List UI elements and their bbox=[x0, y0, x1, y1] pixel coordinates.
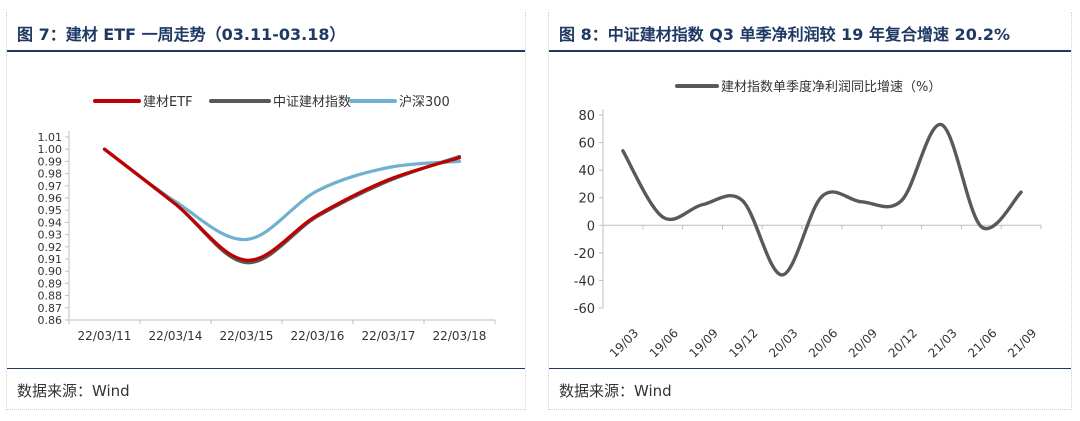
series-line-0 bbox=[102, 147, 462, 262]
y-tick-label: 80 bbox=[578, 109, 595, 124]
y-tick-label: 0.98 bbox=[38, 168, 63, 181]
x-tick-label: 19/03 bbox=[607, 326, 641, 360]
right-source-text: 数据来源：Wind bbox=[559, 382, 672, 400]
x-tick-label: 22/03/16 bbox=[291, 329, 345, 343]
y-tick-label: 0 bbox=[587, 219, 595, 234]
x-tick-label: 22/03/11 bbox=[78, 329, 132, 343]
y-tick-label: 0.87 bbox=[38, 302, 63, 315]
x-tick-label: 20/03 bbox=[766, 326, 800, 360]
left-line-chart: 建材ETF 中证建材指数 沪深300 0.860.870.880.890.900.91… bbox=[38, 94, 496, 343]
y-tick-label: 20 bbox=[578, 192, 595, 207]
y-tick-label: 0.89 bbox=[38, 277, 63, 290]
legend-label-2: 沪深300 bbox=[399, 94, 450, 110]
y-tick-label: -20 bbox=[574, 247, 595, 262]
legend-label: 建材指数单季度净利润同比增速（%） bbox=[721, 79, 941, 95]
y-tick-label: 1.00 bbox=[38, 143, 63, 156]
right-line-chart: 建材指数单季度净利润同比增速（%） -60 -40 -20 0 20 40 60 80 19/03… bbox=[574, 79, 1042, 360]
y-tick-label: 60 bbox=[578, 137, 595, 152]
x-tick-label: 20/12 bbox=[886, 326, 920, 360]
left-chart-title: 图 7：建材 ETF 一周走势（03.11-03.18） bbox=[17, 25, 346, 44]
left-chart-panel: 图 7：建材 ETF 一周走势（03.11-03.18） 建材ETF 中证建材指数… bbox=[6, 12, 526, 410]
x-tick-label: 19/12 bbox=[726, 326, 760, 360]
right-title-bar: 图 8：中证建材指数 Q3 单季净利润较 19 年复合增速 20.2% bbox=[549, 12, 1071, 52]
y-tick-label: 0.99 bbox=[38, 155, 63, 168]
x-tick-label: 19/06 bbox=[647, 326, 681, 360]
x-tick-label: 20/06 bbox=[806, 326, 840, 360]
y-tick-label: 0.94 bbox=[38, 216, 63, 229]
x-tick-label: 21/06 bbox=[965, 326, 999, 360]
y-tick-label: 0.91 bbox=[38, 253, 63, 266]
x-tick-label: 19/09 bbox=[687, 326, 721, 360]
y-tick-label: 0.95 bbox=[38, 204, 63, 217]
x-tick-label: 22/03/15 bbox=[220, 329, 274, 343]
left-title-bar: 图 7：建材 ETF 一周走势（03.11-03.18） bbox=[7, 12, 525, 52]
legend-label-0: 建材ETF bbox=[143, 95, 193, 110]
x-tick-label: 22/03/18 bbox=[433, 329, 487, 343]
y-tick-label: -60 bbox=[574, 302, 595, 317]
x-tick-label: 22/03/14 bbox=[149, 329, 203, 343]
y-tick-label: -40 bbox=[574, 274, 595, 289]
x-tick-label: 21/09 bbox=[1005, 326, 1039, 360]
y-tick-label: 40 bbox=[578, 164, 595, 179]
y-tick-label: 1.01 bbox=[38, 131, 63, 144]
legend-label-1: 中证建材指数 bbox=[273, 95, 351, 110]
x-tick-label: 20/09 bbox=[846, 326, 880, 360]
left-source-bar: 数据来源：Wind bbox=[7, 368, 525, 410]
series-line-2 bbox=[102, 147, 462, 242]
y-tick-label: 0.88 bbox=[38, 290, 63, 303]
right-source-bar: 数据来源：Wind bbox=[549, 368, 1071, 410]
y-tick-label: 0.86 bbox=[38, 314, 63, 327]
y-tick-label: 0.97 bbox=[38, 180, 63, 193]
right-chart-panel: 图 8：中证建材指数 Q3 单季净利润较 19 年复合增速 20.2% 建材指数… bbox=[548, 12, 1072, 410]
x-tick-label: 22/03/17 bbox=[362, 329, 416, 343]
y-tick-label: 0.96 bbox=[38, 192, 63, 205]
right-chart-title: 图 8：中证建材指数 Q3 单季净利润较 19 年复合增速 20.2% bbox=[559, 25, 1011, 44]
x-tick-label: 21/03 bbox=[925, 326, 959, 360]
y-tick-label: 0.90 bbox=[38, 265, 63, 278]
series-line bbox=[621, 122, 1023, 277]
y-tick-label: 0.93 bbox=[38, 229, 63, 242]
left-source-text: 数据来源：Wind bbox=[17, 382, 130, 400]
y-tick-label: 0.92 bbox=[38, 241, 63, 254]
